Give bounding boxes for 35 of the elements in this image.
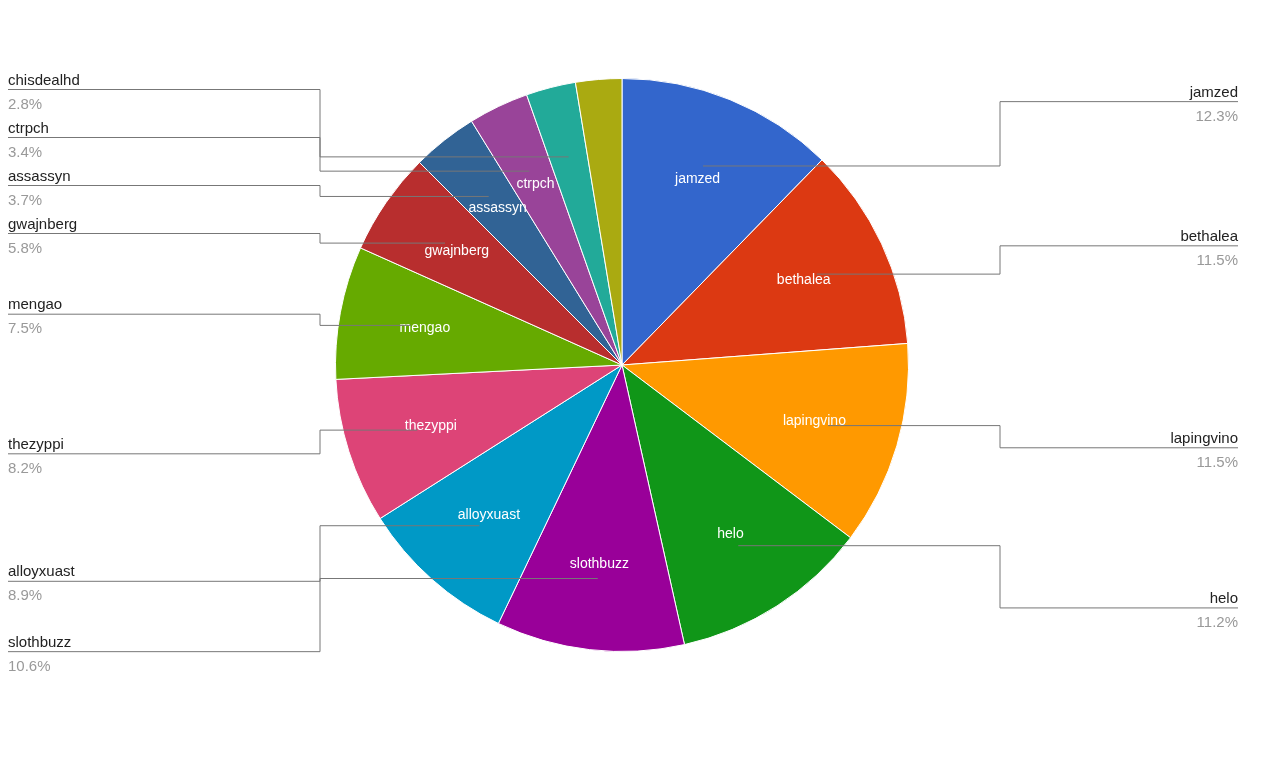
slice-label: slothbuzz — [569, 555, 629, 572]
slice-label: thezyppi — [8, 434, 64, 452]
data-label: 11.5% — [1196, 250, 1238, 268]
slice-label: helo — [717, 524, 744, 541]
slice-label: assassyn — [468, 198, 527, 215]
slice-label: thezyppi — [404, 416, 457, 433]
data-label: 2.8% — [8, 94, 43, 112]
slice-label: ctrpch — [8, 118, 49, 136]
data-label: 8.9% — [8, 586, 43, 604]
data-label: 12.3% — [1195, 106, 1238, 124]
slice-label: gwajnberg — [8, 214, 78, 232]
slice-label: chisdealhd — [8, 70, 80, 88]
data-label: 5.8% — [8, 238, 43, 256]
slice-label: jamzed — [1188, 82, 1238, 100]
slice-label: bethalea — [1180, 226, 1239, 244]
data-label: 3.4% — [8, 142, 43, 160]
slice-label: jamzed — [674, 170, 721, 187]
slice-label: mengao — [399, 318, 451, 335]
slice-label: helo — [1209, 588, 1238, 606]
data-label: 8.2% — [8, 458, 43, 476]
slice-label: slothbuzz — [8, 632, 72, 650]
slice-label: lapingvino — [1170, 428, 1238, 446]
slice-label: bethalea — [776, 271, 831, 288]
slice-label: assassyn — [8, 166, 71, 184]
slice-label: gwajnberg — [424, 242, 490, 259]
slice-label: ctrpch — [516, 174, 555, 191]
data-label: 7.5% — [8, 319, 43, 337]
data-label: 11.2% — [1196, 612, 1238, 630]
slice-label: lapingvino — [782, 412, 847, 429]
data-label: 10.6% — [8, 656, 51, 674]
data-label: 3.7% — [8, 190, 43, 208]
slice-label: alloyxuast — [8, 562, 76, 580]
data-label: 11.5% — [1196, 452, 1238, 470]
slice-label: mengao — [8, 295, 63, 313]
slice-label: alloyxuast — [457, 505, 521, 522]
